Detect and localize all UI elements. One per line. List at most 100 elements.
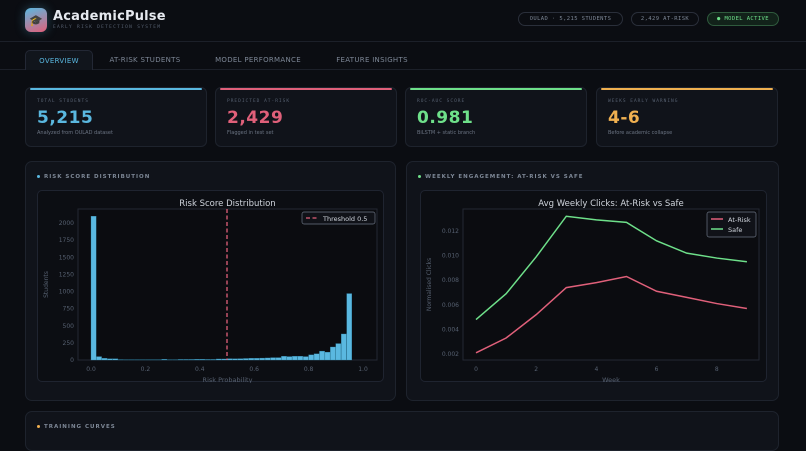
y-tick-label: 0.008 — [442, 277, 459, 284]
stat-card: ROC-AUC SCORE 0.981 BiLSTM + static bran… — [405, 87, 587, 147]
y-axis-label: Normalised Clicks — [426, 258, 433, 311]
histogram-bar — [249, 358, 254, 360]
risk-distribution-panel: RISK SCORE DISTRIBUTION Risk Score Distr… — [25, 161, 396, 401]
histogram-bar — [319, 351, 324, 360]
histogram-bar — [211, 359, 216, 360]
histogram-bar — [227, 359, 232, 360]
y-tick-label: 250 — [63, 340, 75, 347]
histogram-bar — [309, 355, 314, 360]
stat-label: PREDICTED AT-RISK — [227, 99, 290, 104]
histogram-bar — [347, 294, 352, 360]
tab-feature-insights[interactable]: FEATURE INSIGHTS — [326, 50, 418, 70]
tab-overview[interactable]: OVERVIEW — [25, 50, 93, 70]
stat-card: WEEKS EARLY WARNING 4-6 Before academic … — [596, 87, 778, 147]
tab-bar: OVERVIEW AT-RISK STUDENTS MODEL PERFORMA… — [0, 42, 806, 70]
stat-value: 2,429 — [227, 108, 283, 128]
y-tick-label: 0.010 — [442, 253, 459, 260]
histogram-bar — [162, 359, 167, 360]
y-tick-label: 1250 — [59, 271, 74, 278]
graduation-cap-icon: 🎓 — [25, 8, 47, 32]
x-tick-label: 0.4 — [195, 366, 205, 373]
histogram-bar — [216, 359, 221, 360]
histogram-bar — [303, 357, 308, 360]
stat-subtext: Before academic collapse — [608, 130, 672, 136]
x-tick-label: 0.8 — [304, 366, 314, 373]
histogram-bar — [200, 359, 205, 360]
histogram-bar — [260, 358, 265, 360]
legend-label: Safe — [728, 226, 742, 234]
histogram-bar — [325, 352, 330, 360]
stat-subtext: Analyzed from OULAD dataset — [37, 130, 113, 136]
histogram-bar — [276, 358, 281, 360]
histogram-bar — [238, 359, 243, 360]
accent-bar — [601, 88, 773, 90]
histogram-bar — [178, 359, 183, 360]
weekly-engagement-panel: WEEKLY ENGAGEMENT: AT-RISK VS SAFE Avg W… — [406, 161, 779, 401]
x-axis-label: Risk Probability — [203, 376, 253, 383]
panel-title: TRAINING CURVES — [37, 424, 116, 430]
y-tick-label: 750 — [63, 306, 75, 313]
histogram-bar — [107, 359, 112, 360]
legend-label: At-Risk — [728, 216, 751, 224]
histogram-bar — [102, 358, 107, 360]
histogram-bar — [183, 359, 188, 360]
stat-label: WEEKS EARLY WARNING — [608, 99, 678, 104]
histogram-bar — [298, 356, 303, 360]
stat-subtext: BiLSTM + static branch — [417, 130, 475, 136]
y-tick-label: 500 — [63, 323, 75, 330]
histogram-bar — [205, 359, 210, 360]
histogram-bar — [113, 359, 118, 360]
dataset-badge: OULAD · 5,215 STUDENTS — [518, 12, 623, 26]
histogram-bar — [189, 359, 194, 360]
x-tick-label: 0.2 — [141, 366, 151, 373]
x-axis-label: Week — [602, 376, 620, 383]
x-tick-label: 2 — [534, 366, 538, 373]
y-tick-label: 0.004 — [442, 326, 459, 333]
model-status-badge: ● MODEL ACTIVE — [707, 12, 779, 26]
panel-title: WEEKLY ENGAGEMENT: AT-RISK VS SAFE — [418, 174, 584, 180]
at-risk-badge: 2,429 AT-RISK — [631, 12, 699, 26]
stat-card: TOTAL STUDENTS 5,215 Analyzed from OULAD… — [25, 87, 207, 147]
x-tick-label: 4 — [594, 366, 598, 373]
histogram-bar — [341, 334, 346, 360]
histogram-bar — [254, 358, 259, 360]
panel-title: RISK SCORE DISTRIBUTION — [37, 174, 150, 180]
histogram-bar — [314, 354, 319, 360]
y-tick-label: 2000 — [59, 220, 74, 227]
x-tick-label: 0 — [474, 366, 478, 373]
histogram-bar — [243, 358, 248, 360]
histogram-bar — [265, 358, 270, 360]
accent-bar — [220, 88, 392, 90]
x-tick-label: 0.6 — [249, 366, 259, 373]
x-tick-label: 8 — [715, 366, 719, 373]
stat-value: 0.981 — [417, 108, 473, 128]
x-tick-label: 6 — [655, 366, 659, 373]
histogram-bar — [96, 357, 101, 360]
accent-bar — [30, 88, 202, 90]
histogram-bar — [271, 358, 276, 360]
y-tick-label: 0.002 — [442, 351, 459, 358]
histogram-bar — [222, 359, 227, 360]
tab-model-performance[interactable]: MODEL PERFORMANCE — [203, 50, 313, 70]
y-tick-label: 0 — [70, 357, 74, 364]
y-tick-label: 0.006 — [442, 302, 459, 309]
histogram-bar — [91, 216, 96, 360]
histogram-bar — [287, 357, 292, 360]
x-tick-label: 1.0 — [358, 366, 368, 373]
x-tick-label: 0.0 — [86, 366, 96, 373]
tab-at-risk-students[interactable]: AT-RISK STUDENTS — [100, 50, 190, 70]
training-curves-panel: TRAINING CURVES — [25, 411, 779, 451]
stat-subtext: Flagged in test set — [227, 130, 274, 136]
histogram-bar — [281, 356, 286, 360]
y-tick-label: 1000 — [59, 289, 74, 296]
stat-value: 5,215 — [37, 108, 93, 128]
stat-label: ROC-AUC SCORE — [417, 99, 465, 104]
accent-bar — [410, 88, 582, 90]
chart-title: Risk Score Distribution — [179, 199, 275, 209]
stat-value: 4-6 — [608, 108, 640, 128]
histogram-bar — [336, 344, 341, 360]
histogram-bar — [330, 347, 335, 360]
y-tick-label: 0.012 — [442, 228, 459, 235]
